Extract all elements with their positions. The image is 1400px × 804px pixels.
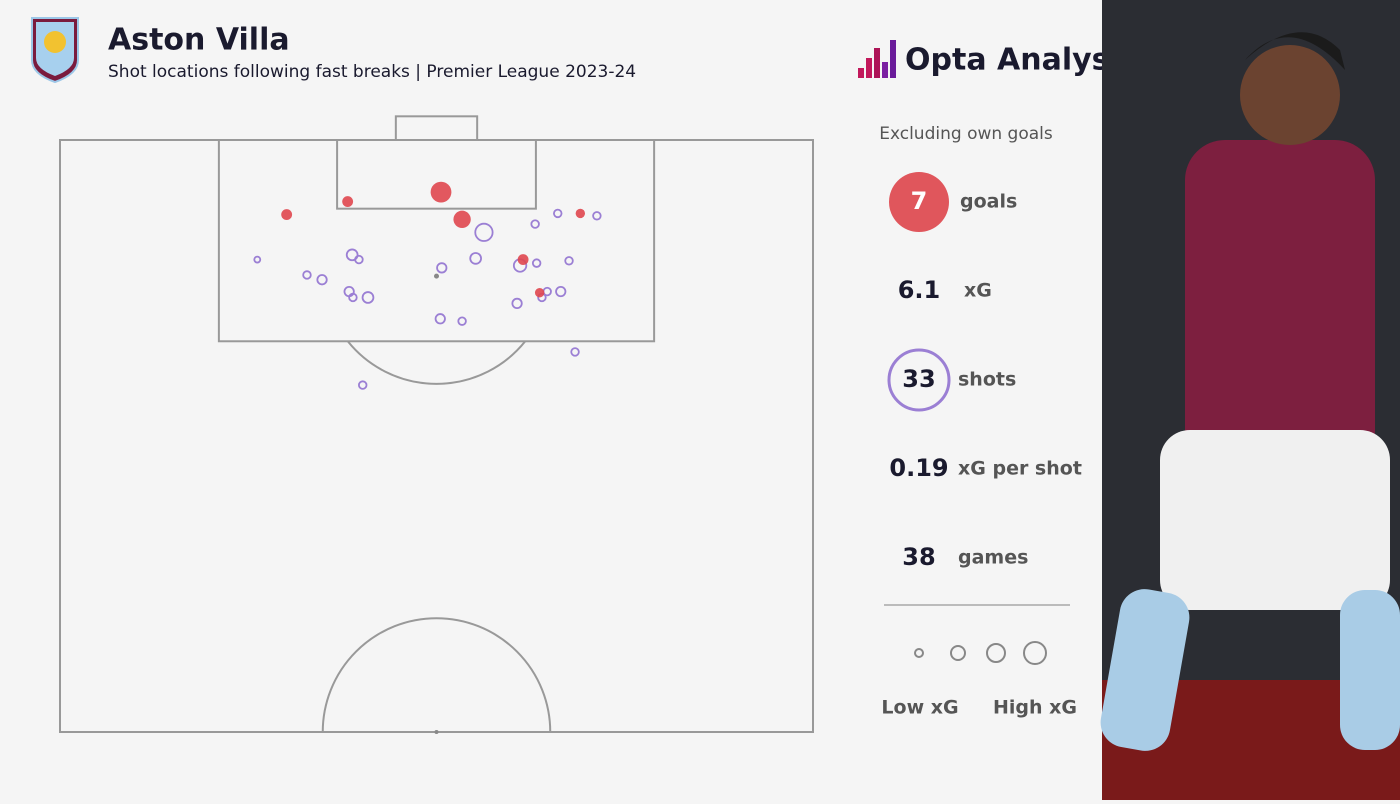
shot-marker [530,219,540,229]
stat-label: games [958,547,1028,569]
title: Aston Villa [108,23,290,58]
shot-marker [592,211,602,221]
shot-marker [345,248,359,262]
shot-marker [570,347,580,357]
goal-marker [517,254,529,266]
pitch-line [394,115,479,141]
stat-value: 0.19 [889,454,948,482]
shot-marker [474,222,494,242]
goal-marker [430,181,452,203]
shot-marker [253,255,262,264]
goal-marker [534,288,545,298]
stat-value: 7 [911,187,928,215]
penalty-arc [346,340,527,385]
stat-label: xG [964,280,992,302]
stats-note: Excluding own goals [879,124,1053,144]
club-badge [31,17,79,84]
centre-circle [321,617,552,733]
background [0,0,1102,800]
shot-marker [302,270,312,280]
stat-value: 33 [902,365,935,393]
goals-badge [889,172,949,232]
legend-low: Low xG [881,697,958,719]
shot-marker [354,254,364,265]
penalty-spot [434,273,439,279]
shot-marker [361,291,375,304]
shot-marker [531,258,542,268]
goal-marker [342,196,354,207]
shot-marker [316,274,328,286]
shot-marker [436,262,448,274]
shot-marker [553,208,563,219]
goal-marker [281,209,293,221]
brand-name: Opta Analyst [905,43,1124,78]
shot-marker [555,285,567,298]
shots-badge [887,348,951,412]
goal-marker [453,210,471,228]
shot-marker [469,252,482,265]
stat-label: xG per shot [958,458,1082,480]
stat-value: 38 [902,543,935,571]
goal-marker [575,208,586,219]
stat-label: shots [958,369,1016,391]
player-photo [1100,0,1400,800]
shot-marker [457,316,467,326]
shot-marker [348,292,358,303]
shot-marker [358,380,368,390]
shot-marker [434,313,446,325]
shot-marker [511,297,523,309]
stat-value: 6.1 [898,276,941,304]
stat-label: goals [960,191,1017,213]
shot-marker [564,256,574,266]
centre-spot [434,730,439,734]
pitch [59,115,814,734]
subtitle: Shot locations following fast breaks | P… [108,62,636,82]
legend-high: High xG [993,697,1077,719]
size-legend [914,641,1047,665]
brand-logo: Opta Analyst [858,40,1124,78]
